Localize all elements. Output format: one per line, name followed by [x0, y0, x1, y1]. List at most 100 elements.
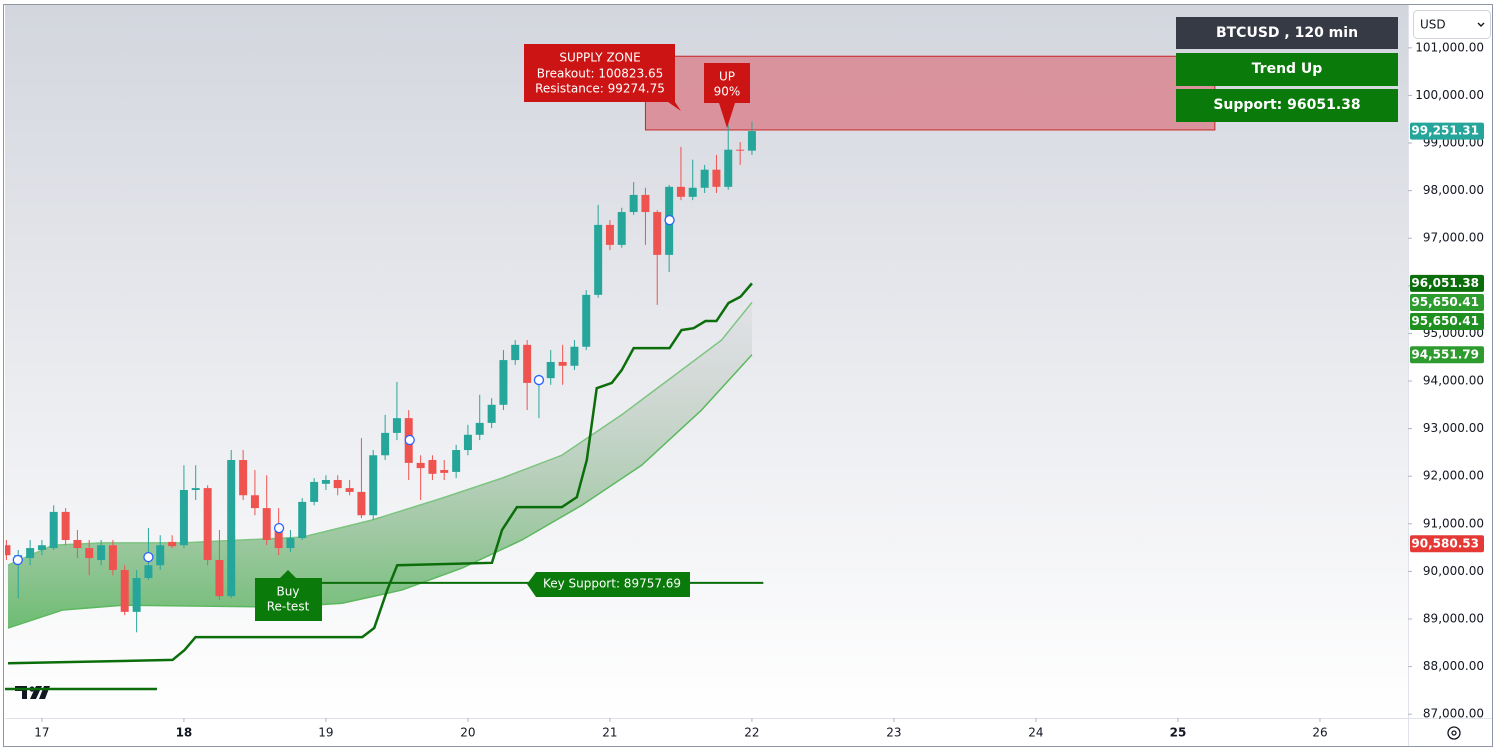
callout-box: [704, 63, 750, 128]
price-badge-label: 95,650.41: [1411, 314, 1479, 328]
support-box: [1176, 89, 1398, 122]
candle-body: [594, 224, 603, 295]
price-badge: [1410, 293, 1484, 311]
y-tick-label: 94,000.00: [1423, 374, 1484, 388]
callout-box: [255, 570, 322, 621]
candle-body: [523, 344, 532, 383]
candle-body: [310, 481, 319, 502]
candle-body: [132, 578, 141, 612]
chevron[interactable]: [1477, 22, 1485, 27]
y-tick-label: 101,000.00: [1415, 40, 1484, 54]
candle-body: [227, 460, 236, 597]
y-tick-label: 98,000.00: [1423, 183, 1484, 197]
candle-body: [641, 194, 650, 213]
price-badge-label: 96,051.38: [1411, 276, 1479, 290]
candle-body: [85, 548, 94, 559]
axes: 87,000.00 88,000.00 89,000.00 90,000.00 91,0…: [34, 40, 1484, 740]
y-tick-label: 90,000.00: [1423, 564, 1484, 578]
candle-body: [262, 508, 271, 540]
y-tick-label: 97,000.00: [1423, 231, 1484, 245]
candle-body: [345, 488, 354, 492]
currency-dropdown[interactable]: USD: [1413, 10, 1491, 39]
trend-box: [1176, 53, 1398, 86]
candle-body: [215, 559, 224, 597]
price-badge-label: 99,251.31: [1411, 124, 1479, 138]
candle-body: [274, 525, 283, 549]
currency-text[interactable]: USD: [1420, 18, 1446, 32]
settings-icon[interactable]: [1447, 726, 1461, 740]
candle-body: [5, 545, 11, 556]
candle-body: [712, 169, 721, 187]
band-upper: [7, 301, 753, 566]
candle-body: [653, 212, 662, 255]
candle-body: [546, 361, 555, 379]
gear[interactable]: [1447, 726, 1461, 740]
x-tick-label: 20: [460, 726, 475, 740]
candle-body: [700, 169, 709, 188]
candle-body: [357, 491, 366, 516]
price-badge: [1410, 274, 1484, 292]
x-tick-label: 25: [1170, 726, 1187, 740]
candle-body: [191, 488, 200, 491]
y-tick-label: 91,000.00: [1423, 516, 1484, 530]
supertrend-line: [7, 282, 753, 665]
symbol-text: BTCUSD , 120 min: [1216, 25, 1358, 41]
candle-body: [168, 541, 177, 547]
candle-body: [499, 360, 508, 405]
supply-callout: SUPPLY ZONE Breakout: 100823.65 Resistan…: [524, 44, 681, 111]
dropdown-box[interactable]: [1413, 10, 1491, 39]
candle-body: [73, 539, 82, 549]
candle-body: [61, 511, 70, 540]
candle-body: [156, 545, 165, 566]
y-tick-label: 92,000.00: [1423, 469, 1484, 483]
key-support-callout: Key Support: 89757.69: [527, 572, 690, 597]
signal-marker: [273, 522, 285, 534]
x-tick-label: 18: [176, 726, 193, 740]
candle-body: [724, 149, 733, 187]
candle-body: [120, 569, 129, 612]
candle-body: [487, 404, 496, 423]
candle-body: [463, 434, 472, 451]
candle-body: [321, 480, 330, 484]
x-tick-label: 17: [34, 726, 49, 740]
candle-body: [369, 455, 378, 516]
candle-body: [736, 149, 745, 151]
candle-body: [144, 565, 153, 579]
candle-body: [617, 212, 626, 245]
y-tick-label: 87,000.00: [1423, 707, 1484, 721]
candle-body: [688, 187, 697, 197]
candle-body: [475, 422, 484, 435]
candle-body: [570, 346, 579, 366]
signal-marker: [404, 434, 415, 446]
gear-hub[interactable]: [1451, 730, 1457, 736]
y-tick-label: 100,000.00: [1415, 88, 1484, 102]
y-tick-label: 88,000.00: [1423, 659, 1484, 673]
buy-label: Buy: [277, 585, 300, 599]
callout-box: [527, 572, 690, 597]
candle-body: [203, 488, 212, 560]
y-tick-label: 89,000.00: [1423, 611, 1484, 625]
candle-body: [511, 344, 520, 361]
candle-body: [333, 480, 342, 489]
candle-body: [286, 538, 295, 549]
candle-body: [440, 470, 449, 473]
candle-body: [416, 462, 425, 469]
candle-body: [239, 460, 248, 496]
price-badge: [1410, 346, 1484, 364]
x-tick-label: 24: [1028, 726, 1043, 740]
resistance-label: Resistance: 99274.75: [535, 82, 665, 96]
price-badge-label: 90,580.53: [1411, 536, 1479, 550]
y-tick-label: 93,000.00: [1423, 421, 1484, 435]
candle-body: [452, 450, 461, 472]
up-label: UP: [719, 70, 735, 84]
key-support-label: Key Support: 89757.69: [543, 577, 681, 591]
candle-body: [428, 460, 437, 474]
candle-body: [49, 511, 58, 549]
up-percent: 90%: [714, 85, 741, 99]
price-badge-label: 94,551.79: [1411, 347, 1479, 361]
candles: [5, 121, 756, 633]
band-fill: [7, 302, 752, 629]
price-badge-label: 95,650.41: [1411, 295, 1479, 309]
